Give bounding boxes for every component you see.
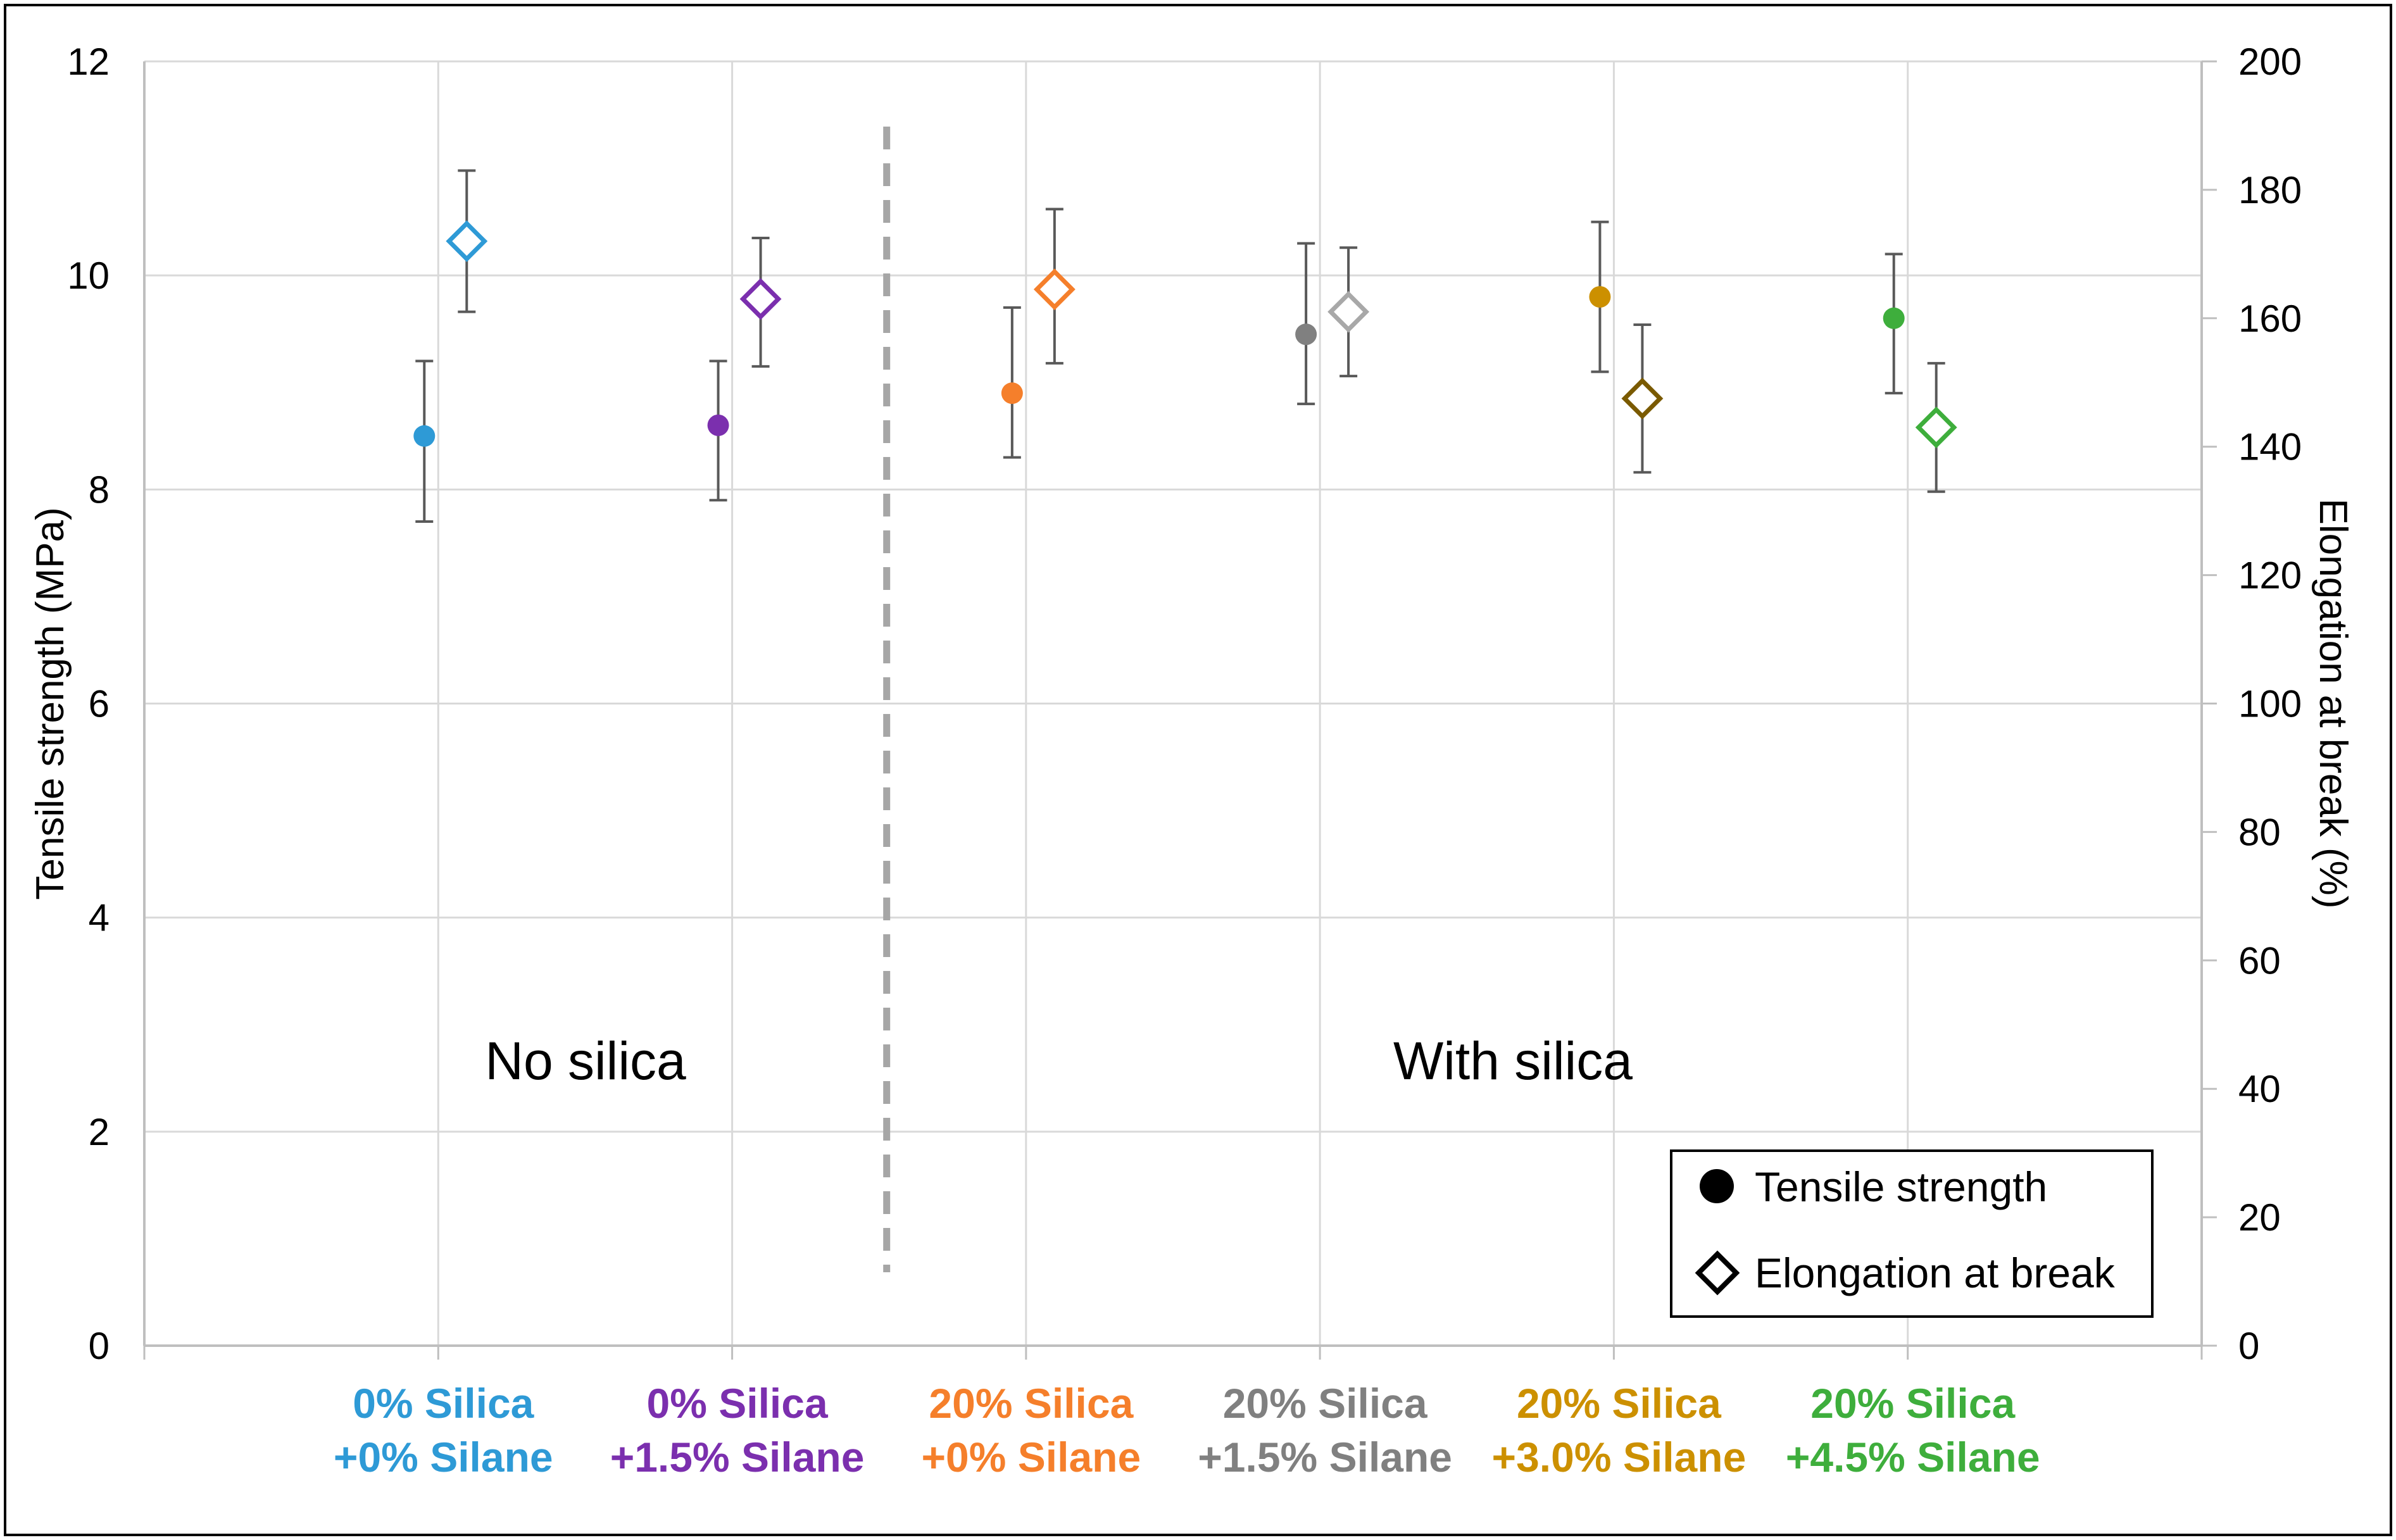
category-label-line1: 20% Silica xyxy=(929,1380,1134,1427)
y-left-tick-label: 0 xyxy=(89,1325,110,1367)
tensile-point xyxy=(413,425,436,447)
y-right-tick-label: 80 xyxy=(2238,811,2281,853)
y-right-tick-label: 180 xyxy=(2238,169,2302,211)
elongation-point xyxy=(1915,406,1957,449)
chart-frame xyxy=(4,4,2392,1536)
legend: Tensile strength Elongation at break xyxy=(1670,1149,2154,1318)
y-right-tick-label: 120 xyxy=(2238,554,2302,597)
elongation-point xyxy=(1621,377,1664,420)
tensile-point xyxy=(707,414,729,436)
y-right-tick-label: 0 xyxy=(2238,1325,2259,1367)
region-label-with-silica: With silica xyxy=(1393,1031,1633,1091)
legend-label-elongation: Elongation at break xyxy=(1755,1249,2116,1296)
category-label-line2: +3.0% Silane xyxy=(1492,1434,1747,1481)
tensile-point xyxy=(1883,307,1905,329)
legend-box xyxy=(1670,1149,2154,1318)
y-left-tick-label: 10 xyxy=(67,254,110,297)
category-label-line1: 20% Silica xyxy=(1517,1380,1722,1427)
y-right-tick-label: 20 xyxy=(2238,1196,2281,1239)
y-right-tick-label: 160 xyxy=(2238,297,2302,340)
y-left-tick-label: 4 xyxy=(89,897,110,939)
y-right-tick-label: 200 xyxy=(2238,41,2302,83)
legend-diamond-marker xyxy=(1695,1250,1740,1296)
category-label-line2: +0% Silane xyxy=(922,1434,1141,1481)
y-left-tick-label: 12 xyxy=(67,41,110,83)
data-marks xyxy=(413,169,1957,523)
legend-circle-marker xyxy=(1700,1169,1734,1203)
elongation-point xyxy=(446,220,488,263)
category-label-line1: 20% Silica xyxy=(1223,1380,1428,1427)
elongation-point xyxy=(1327,291,1370,333)
category-label-line1: 20% Silica xyxy=(1810,1380,2016,1427)
category-label-line2: +1.5% Silane xyxy=(610,1434,865,1481)
tensile-point xyxy=(1001,382,1023,404)
category-label-line1: 0% Silica xyxy=(353,1380,534,1427)
category-label-line1: 0% Silica xyxy=(646,1380,828,1427)
tensile-point xyxy=(1295,323,1317,346)
tensile-point xyxy=(1589,285,1611,308)
grid xyxy=(144,60,2202,1346)
y-right-tick-label: 40 xyxy=(2238,1068,2281,1110)
elongation-point xyxy=(1033,268,1076,311)
y-right-tick-label: 140 xyxy=(2238,426,2302,468)
category-labels: 0% Silica +0% Silane 0% Silica +1.5% Silane… xyxy=(334,1380,2040,1481)
y-right-tick-label: 100 xyxy=(2238,683,2302,725)
y-left-tick-label: 6 xyxy=(89,683,110,725)
y-axis-left-title: Tensile strength (MPa) xyxy=(28,507,72,899)
y-axis-right-title: Elongation at break (%) xyxy=(2311,499,2355,909)
y-left-tick-label: 8 xyxy=(89,468,110,511)
category-label-line2: +4.5% Silane xyxy=(1786,1434,2040,1481)
elongation-point xyxy=(739,278,782,320)
y-left-tick-label: 2 xyxy=(89,1111,110,1153)
axes xyxy=(143,60,2217,1360)
y-right-tick-label: 60 xyxy=(2238,939,2281,982)
legend-label-tensile: Tensile strength xyxy=(1755,1163,2047,1210)
category-label-line2: +1.5% Silane xyxy=(1198,1434,1452,1481)
category-label-line2: +0% Silane xyxy=(334,1434,553,1481)
region-label-no-silica: No silica xyxy=(485,1031,686,1091)
